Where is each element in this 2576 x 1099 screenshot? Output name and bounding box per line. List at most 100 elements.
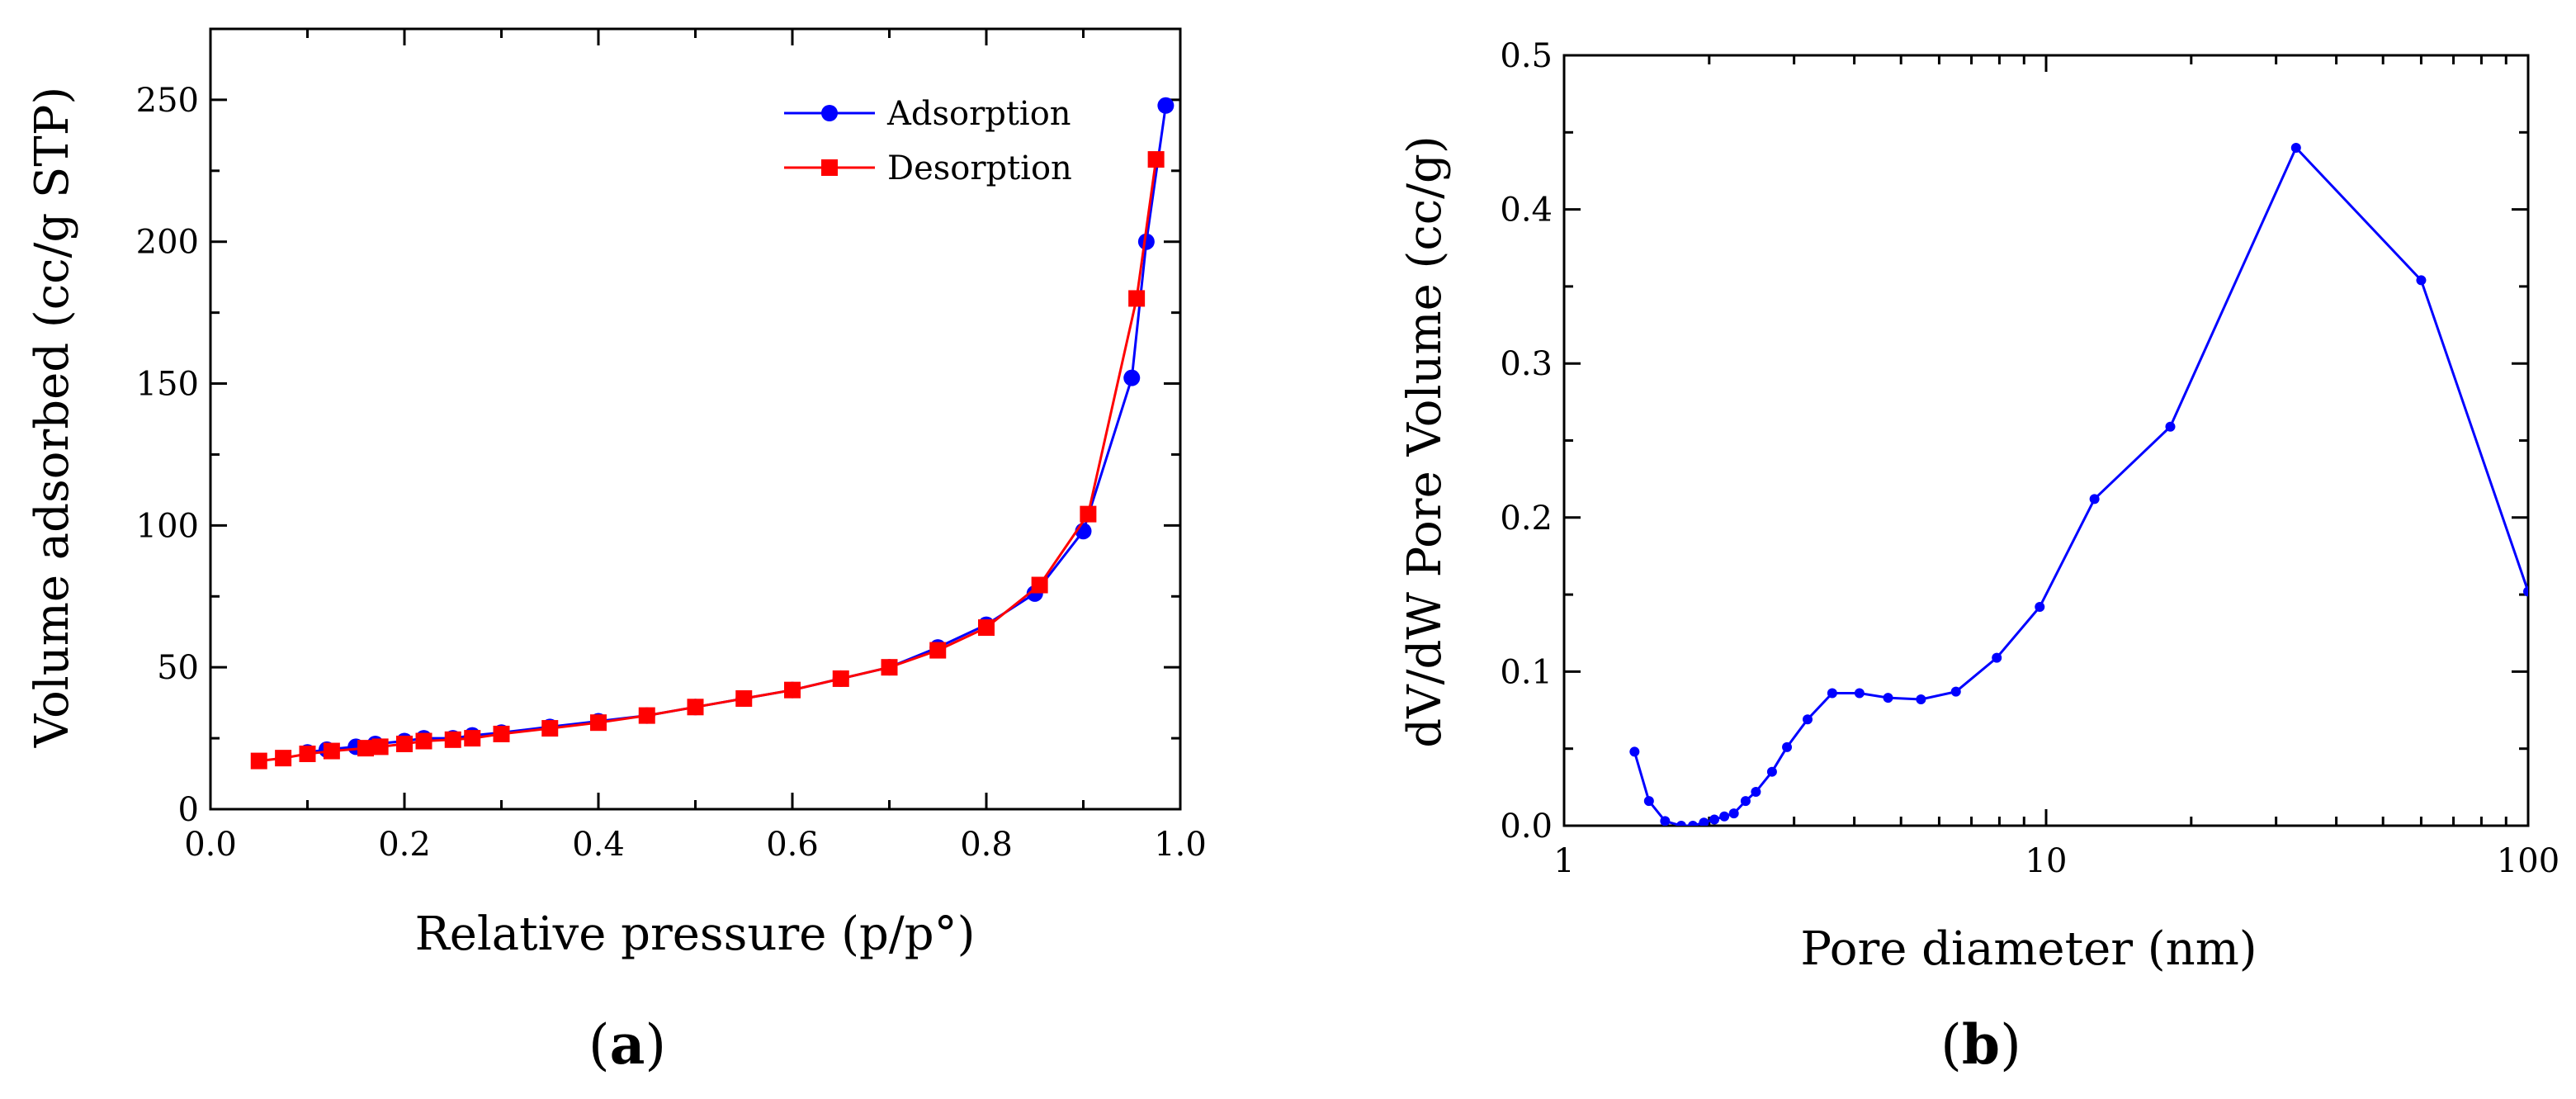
panel-b-axes: [1562, 54, 2530, 827]
panel-a-data-point: [1080, 505, 1097, 523]
panel-a-series-desorption: [250, 151, 1165, 770]
panel-b-data-point: [1803, 714, 1813, 725]
panel-a-isotherm-chart: 0 50 100 150 200 250 0.0 0.2 0.4 0.6 0.8 1.0 Relati…: [26, 27, 1207, 1077]
panel-a-data-point: [638, 707, 655, 724]
legend-adsorption-marker: [821, 105, 838, 121]
panel-a-data-point: [1157, 97, 1175, 114]
panel-b-plot-frame: [1562, 54, 2530, 827]
panel-a-axes: [209, 27, 1182, 811]
panel-b-series-line-psd: [1633, 145, 2528, 826]
panel-b-data-point: [1643, 796, 1654, 807]
panel-a-data-point: [250, 752, 267, 770]
panel-b-data-point: [1992, 652, 2002, 663]
panel-a-data-point: [784, 681, 801, 699]
panel-b-data-point: [1916, 694, 1926, 704]
panel-a-x-tick-label: 0.4: [572, 826, 625, 864]
panel-a-data-point: [371, 738, 389, 756]
panel-a-data-point: [464, 730, 481, 747]
panel-a-caption: (a): [588, 1012, 666, 1077]
panel-a-data-point: [299, 745, 316, 762]
panel-a-data-point: [978, 619, 995, 637]
legend-desorption-label: Desorption: [887, 149, 1072, 187]
panel-a-ticks: 0 50 100 150 200 250 0.0 0.2 0.4 0.6 0.8 1.0: [136, 29, 1207, 864]
panel-a-y-tick-label: 100: [136, 507, 199, 545]
panel-b-x-axis-title: Pore diameter (nm): [1800, 922, 2257, 976]
panel-b-data-point: [1709, 814, 1720, 825]
panel-b-data-point: [1688, 821, 1699, 826]
panel-a-x-tick-label: 0.8: [960, 826, 1013, 864]
panel-b-x-tick-label: 10: [2025, 842, 2068, 880]
panel-b-data-point: [1660, 816, 1671, 826]
legend-desorption-marker: [821, 159, 838, 176]
panel-b-y-tick-label: 0.0: [1500, 808, 1553, 846]
panel-b-data-point: [1766, 766, 1777, 777]
panel-b-x-tick-label: 1: [1553, 842, 1574, 880]
panel-b-y-tick-label: 0.5: [1500, 37, 1553, 75]
panel-a-data-point: [1147, 151, 1165, 168]
panel-b-series: [1629, 142, 2528, 826]
panel-b-data-point: [2416, 275, 2427, 286]
panel-b-series-psd: [1629, 142, 2528, 826]
panel-a-plot-frame: [209, 27, 1182, 811]
panel-b-data-point: [2035, 602, 2045, 613]
panel-b-x-tick-label: 100: [2497, 842, 2559, 880]
panel-a-data-point: [1128, 290, 1146, 307]
panel-a-x-axis-title: Relative pressure (p/p°): [415, 907, 976, 961]
panel-a-y-tick-label: 0: [178, 791, 199, 829]
panel-b-ticks: 0.0 0.1 0.2 0.3 0.4 0.5 1 10 100: [1500, 37, 2559, 880]
panel-a-x-tick-label: 0.0: [184, 826, 237, 864]
panel-a-series: [250, 97, 1175, 770]
panel-b-data-point: [1854, 688, 1865, 699]
panel-a-caption-letter: a: [610, 1012, 645, 1077]
panel-b-caption: (b): [1940, 1012, 2021, 1077]
panel-b-data-point: [2165, 421, 2176, 432]
panel-a-x-tick-label: 0.2: [378, 826, 431, 864]
panel-a-data-point: [590, 714, 607, 732]
panel-b-data-point: [1751, 786, 1761, 797]
panel-a-y-tick-label: 150: [136, 366, 199, 404]
panel-a-data-point: [323, 742, 340, 760]
panel-b-data-point: [2089, 494, 2100, 504]
panel-b-data-point: [1719, 811, 1730, 822]
panel-b-data-point: [1699, 817, 1709, 826]
panel-a-data-point: [444, 731, 461, 748]
legend-adsorption-label: Adsorption: [886, 95, 1071, 133]
panel-a-series-line-adsorption: [307, 105, 1167, 754]
panel-a-data-point: [1137, 233, 1155, 250]
panel-b-caption-letter: b: [1962, 1012, 2000, 1077]
panel-a-x-tick-label: 0.6: [766, 826, 819, 864]
panel-b-y-tick-label: 0.2: [1500, 500, 1553, 538]
panel-b-data-point: [1676, 821, 1686, 826]
panel-b-y-tick-label: 0.1: [1500, 653, 1553, 691]
panel-a-data-point: [929, 642, 947, 659]
panel-a-y-tick-label: 250: [136, 82, 199, 120]
panel-b-data-point: [1950, 686, 1961, 697]
panel-b-y-axis-title: dV/dW Pore Volume (cc/g): [1398, 135, 1452, 747]
panel-a-data-point: [735, 689, 753, 707]
panel-b-data-point: [1883, 693, 1893, 703]
panel-a-data-point: [357, 740, 374, 757]
panel-a-series-adsorption: [299, 97, 1175, 761]
panel-a-y-tick-label: 200: [136, 224, 199, 262]
panel-b-data-point: [2290, 142, 2301, 153]
panel-b-data-point: [1629, 746, 1640, 757]
panel-a-x-tick-label: 1.0: [1154, 826, 1207, 864]
panel-a-series-line-desorption: [258, 159, 1158, 763]
panel-b-data-point: [1728, 808, 1739, 819]
panel-b-data-point: [1782, 741, 1793, 752]
panel-a-data-point: [1031, 576, 1048, 594]
panel-b-y-tick-label: 0.4: [1500, 192, 1553, 230]
panel-a-data-point: [1123, 369, 1141, 386]
panel-a-legend: Adsorption Desorption: [784, 95, 1072, 187]
panel-a-data-point: [493, 725, 510, 742]
panel-b-pore-size-chart: 0.0 0.1 0.2 0.3 0.4 0.5 1 10 100 Pore diameter (…: [1398, 37, 2559, 1077]
panel-a-y-axis-title: Volume adsorbed (cc/g STP): [26, 87, 79, 748]
panel-b-data-point: [1827, 688, 1837, 699]
panel-a-data-point: [275, 750, 292, 767]
panel-a-data-point: [415, 732, 432, 750]
panel-a-data-point: [541, 720, 559, 737]
panel-b-data-point: [2523, 586, 2528, 597]
panel-a-data-point: [687, 699, 704, 716]
panel-a-data-point: [881, 659, 898, 676]
